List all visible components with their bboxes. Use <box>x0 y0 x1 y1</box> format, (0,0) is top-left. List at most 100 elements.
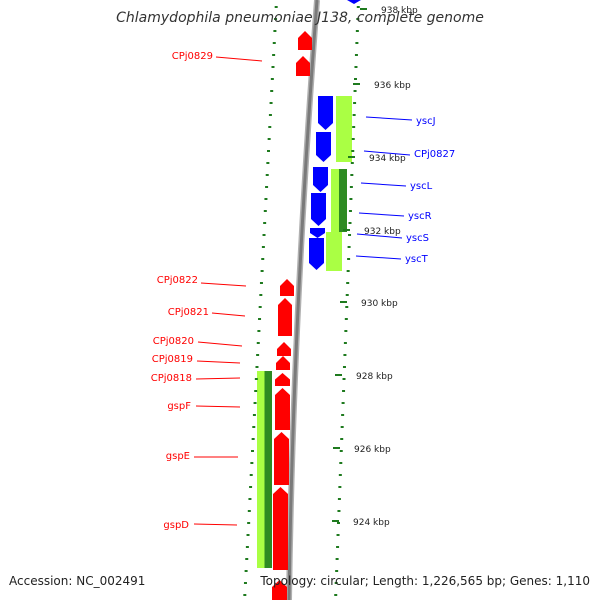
label-leader <box>365 116 413 121</box>
guide-dot <box>262 234 266 236</box>
guide-dot <box>335 558 339 560</box>
feature-bar <box>331 169 339 232</box>
ruler-label: 934 kbp <box>369 154 406 164</box>
gene-label[interactable]: yscR <box>408 211 432 222</box>
guide-dot <box>266 162 270 164</box>
guide-dot <box>261 258 265 260</box>
feature-bars <box>257 96 352 568</box>
guide-dot <box>356 18 360 20</box>
gene-label[interactable]: yscJ <box>416 116 436 127</box>
guide-dot <box>259 294 263 296</box>
guide-dot <box>245 546 249 548</box>
ruler-tick <box>348 156 355 158</box>
ruler-tick <box>335 374 342 376</box>
guide-dot <box>271 66 275 68</box>
ruler-label: 924 kbp <box>353 518 390 528</box>
guide-dot <box>336 546 340 548</box>
guide-dot <box>270 90 274 92</box>
gene-label[interactable]: CPj0820 <box>153 336 194 347</box>
feature-bar <box>264 371 272 568</box>
guide-dot <box>344 318 348 320</box>
guide-dot <box>268 126 272 128</box>
ruler-label: 932 kbp <box>364 227 401 237</box>
gene-label[interactable]: CPj0822 <box>157 275 198 286</box>
gene-label[interactable]: yscL <box>410 181 433 192</box>
ruler-tick <box>343 229 350 231</box>
guide-dot <box>255 366 259 368</box>
guide-dot <box>264 198 268 200</box>
feature-bar <box>326 232 334 271</box>
accession-text: Accession: NC_002491 <box>9 574 146 588</box>
guide-dot <box>256 342 260 344</box>
guide-dot <box>334 594 338 596</box>
guide-dot <box>249 474 253 476</box>
guide-dot <box>246 534 250 536</box>
guide-dot <box>251 450 254 452</box>
ruler-label: 938 kbp <box>381 6 418 16</box>
guide-dot <box>346 270 350 272</box>
reverse-gene <box>278 298 292 336</box>
ruler-tick <box>340 301 347 303</box>
gene-track <box>272 0 361 600</box>
label-leader <box>215 56 263 62</box>
reverse-gene <box>296 56 310 76</box>
gene-label[interactable]: CPj0829 <box>172 51 213 62</box>
guide-dot <box>252 414 256 416</box>
guide-dot <box>261 246 265 248</box>
guide-dot <box>251 438 255 440</box>
ring-guides <box>243 6 360 596</box>
forward-gene <box>310 228 325 238</box>
guide-dot <box>342 378 346 380</box>
guide-dot <box>339 462 343 464</box>
gene-label[interactable]: CPj0827 <box>414 149 455 160</box>
guide-dot <box>346 282 350 284</box>
guide-dot <box>257 330 261 332</box>
feature-bar <box>336 96 344 162</box>
guide-dot <box>267 138 271 140</box>
guide-dot <box>244 570 248 572</box>
label-leader <box>211 312 246 317</box>
guide-dot <box>353 90 357 92</box>
guide-dot <box>340 426 344 428</box>
guide-dot <box>256 354 260 356</box>
guide-dot <box>250 462 254 464</box>
guide-dot <box>344 330 348 332</box>
label-leader <box>195 405 241 408</box>
guide-dot <box>334 582 338 584</box>
forward-gene <box>316 132 331 162</box>
guide-dot <box>343 342 347 344</box>
label-leader <box>363 150 411 156</box>
guide-dot <box>355 30 359 32</box>
guide-dot <box>274 6 278 8</box>
label-leader <box>360 182 407 187</box>
gene-label[interactable]: gspE <box>166 451 190 462</box>
gene-label[interactable]: CPj0821 <box>168 307 209 318</box>
gene-label[interactable]: yscT <box>405 254 429 265</box>
guide-dot <box>354 66 358 68</box>
guide-dot <box>247 510 251 512</box>
gene-label[interactable]: CPj0819 <box>152 354 193 365</box>
guide-dot <box>356 6 360 8</box>
feature-bar <box>257 371 265 568</box>
feature-bar <box>339 169 347 232</box>
guide-dot <box>340 438 344 440</box>
guide-dot <box>263 222 267 224</box>
guide-dot <box>249 486 253 488</box>
gene-label[interactable]: yscS <box>406 233 429 244</box>
gene-label[interactable]: gspD <box>163 520 189 531</box>
guide-dot <box>342 366 346 368</box>
ruler-tick <box>360 8 367 10</box>
guide-dot <box>265 186 269 188</box>
forward-gene <box>313 167 328 192</box>
guide-dot <box>354 78 358 80</box>
guide-dot <box>348 222 352 224</box>
reverse-gene <box>277 342 291 356</box>
guide-dot <box>270 78 274 80</box>
label-leader <box>355 255 402 260</box>
guide-dot <box>274 18 278 20</box>
gene-label[interactable]: gspF <box>167 401 191 412</box>
label-leader <box>358 212 405 217</box>
guide-dot <box>258 306 262 308</box>
gene-label[interactable]: CPj0818 <box>151 373 192 384</box>
